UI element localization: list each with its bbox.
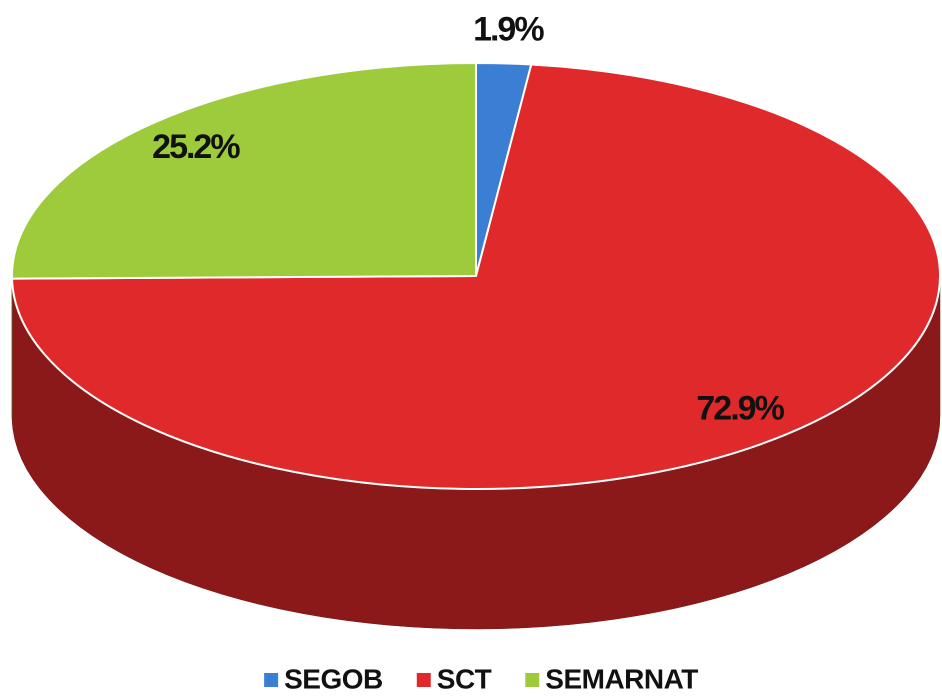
value-label: 1.9%	[473, 10, 544, 48]
value-label: 25.2%	[152, 128, 240, 166]
legend-swatch	[525, 673, 540, 687]
legend-swatch	[264, 673, 279, 687]
value-label: 72.9%	[696, 390, 784, 428]
legend-swatch	[416, 673, 431, 687]
legend: SEGOB SCT SEMARNAT	[264, 663, 699, 694]
legend-label: SEMARNAT	[545, 663, 698, 694]
legend-label: SEGOB	[284, 663, 383, 694]
pie-slice	[11, 62, 477, 280]
legend-label: SCT	[437, 663, 492, 694]
